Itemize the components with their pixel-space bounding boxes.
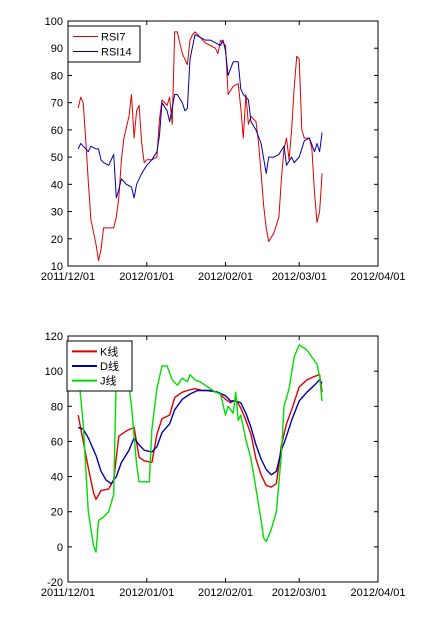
legend-label: RSI14 — [101, 47, 132, 59]
y-tick-label: 50 — [51, 152, 63, 164]
x-tick-label: 2012/04/01 — [350, 587, 405, 599]
y-tick-label: 40 — [51, 179, 63, 191]
y-tick-label: 80 — [51, 70, 63, 82]
y-tick-label: 120 — [45, 331, 63, 343]
y-tick-label: 40 — [51, 472, 63, 484]
legend-label: D线 — [100, 359, 119, 373]
y-tick-label: 20 — [51, 234, 63, 246]
legend-box — [67, 25, 141, 63]
y-tick-label: 90 — [51, 43, 63, 55]
x-tick-label: 2012/04/01 — [350, 271, 405, 283]
y-tick-label: 60 — [51, 125, 63, 137]
y-tick-label: 80 — [51, 401, 63, 413]
series-line — [77, 34, 323, 199]
x-tick-label: 2012/03/01 — [272, 587, 327, 599]
x-tick-label: 2012/03/01 — [272, 271, 327, 283]
y-tick-label: 30 — [51, 207, 63, 219]
y-tick-label: 0 — [57, 542, 63, 554]
y-tick-label: 70 — [51, 98, 63, 110]
x-tick-label: 2012/02/01 — [198, 587, 253, 599]
y-tick-label: 20 — [51, 507, 63, 519]
y-tick-label: 60 — [51, 436, 63, 448]
y-tick-label: -20 — [47, 577, 63, 589]
kdj-chart: -20 0 20 40 60 80 100 120 2011/12/01 2012/01/01 20… — [41, 331, 406, 599]
x-tick-label: 2012/01/01 — [119, 587, 174, 599]
legend-label: J线 — [100, 374, 117, 388]
x-tick-label: 2012/02/01 — [198, 271, 253, 283]
legend-label: K线 — [100, 344, 118, 358]
y-tick-label: 10 — [51, 261, 63, 273]
legend-label: RSI7 — [101, 32, 125, 44]
y-tick-label: 100 — [45, 16, 63, 28]
x-tick-label: 2011/12/01 — [41, 587, 95, 599]
x-tick-label: 2011/12/01 — [41, 271, 95, 283]
y-tick-label: 100 — [45, 366, 63, 378]
rsi-chart: 10 20 30 40 50 60 70 80 90 100 2011/12/01 2012/01/0… — [41, 16, 406, 283]
x-tick-label: 2012/01/01 — [119, 271, 174, 283]
